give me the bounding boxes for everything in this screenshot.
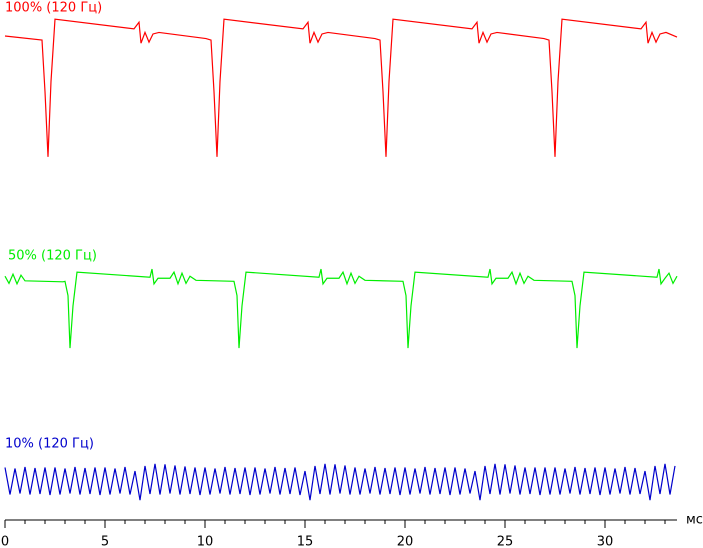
x-tick-label: 5 (101, 535, 109, 548)
x-axis-label: мс (686, 513, 703, 528)
trace (4, 18, 678, 157)
trace-label: 10% (120 Гц) (5, 437, 94, 452)
x-tick-label: 30 (597, 535, 614, 548)
x-tick-label: 15 (297, 535, 314, 548)
x-tick-label: 20 (397, 535, 414, 548)
trace-label: 100% (120 Гц) (5, 1, 102, 16)
x-tick-label: 25 (497, 535, 514, 548)
trace (4, 463, 676, 501)
x-tick-label: 0 (1, 535, 9, 548)
trace (4, 268, 678, 349)
x-tick-label: 10 (197, 535, 214, 548)
trace-label: 50% (120 Гц) (8, 249, 97, 264)
